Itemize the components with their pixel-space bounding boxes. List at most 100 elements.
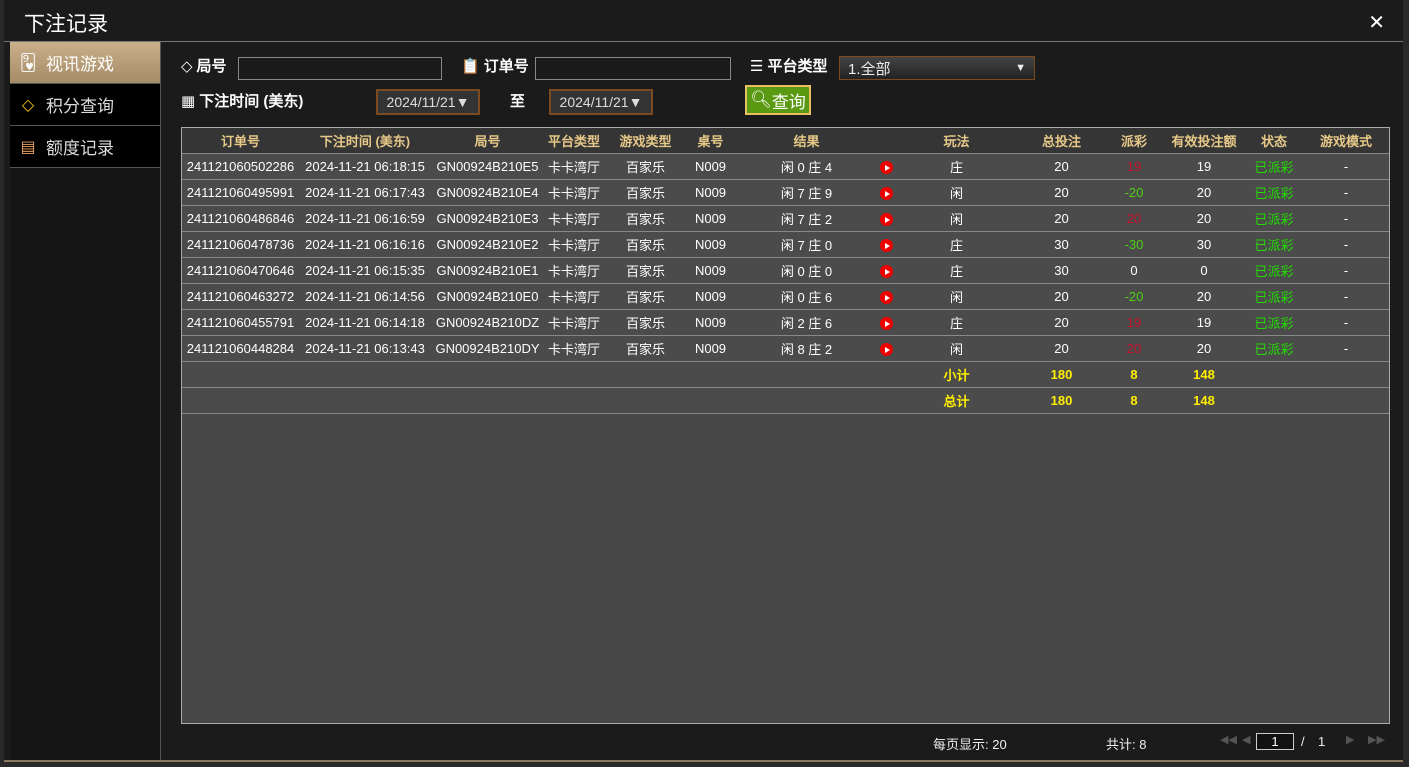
table-cell: 已派彩: [1254, 212, 1294, 227]
date-from-picker[interactable]: 2024/11/21▼: [376, 89, 480, 115]
close-icon[interactable]: ✕: [1368, 12, 1385, 34]
sidebar-item-live-games[interactable]: 🂹 视讯游戏: [10, 42, 160, 84]
table-cell: GN00924B210E1: [436, 263, 539, 278]
sidebar: 🂹 视讯游戏 ◇ 积分查询 ▤ 额度记录: [10, 42, 161, 760]
table-cell: -: [1343, 185, 1349, 200]
order-number: 241121060478736: [186, 237, 295, 252]
document-icon: ▤: [20, 138, 36, 156]
table-cell: 庄: [949, 160, 963, 175]
table-cell: 2024-11-21 06:14:56: [305, 289, 425, 304]
time-label: ▦ 下注时间 (美东): [181, 92, 304, 111]
table-row: 241121060478736 2024-11-21 06:16:16 GN0092…: [182, 232, 1389, 258]
table-cell: 已派彩: [1254, 316, 1294, 331]
page-count: 1: [1318, 734, 1326, 749]
order-number: 241121060448284: [186, 341, 295, 356]
page-separator: /: [1301, 734, 1305, 749]
table-cell: 百家乐: [625, 316, 665, 331]
play-video-icon[interactable]: [880, 213, 893, 227]
prev-page-icon[interactable]: ◀: [1242, 734, 1251, 746]
play-video-icon[interactable]: [880, 265, 893, 279]
sidebar-item-points[interactable]: ◇ 积分查询: [10, 84, 160, 126]
table-cell: 百家乐: [625, 212, 665, 227]
table-cell: N009: [694, 211, 727, 226]
table-cell: -: [1343, 315, 1349, 330]
next-page-icon[interactable]: ▶: [1346, 734, 1355, 746]
table-cell: -20: [1124, 289, 1144, 304]
order-input[interactable]: [535, 57, 731, 80]
total-count: 共计: 8: [1106, 737, 1147, 752]
column-header: 玩法: [943, 134, 970, 149]
table-row: 241121060463272 2024-11-21 06:14:56 GN0092…: [182, 284, 1389, 310]
play-video-icon[interactable]: [880, 291, 893, 305]
play-video-icon[interactable]: [880, 317, 893, 331]
table-cell: 闲: [949, 290, 963, 305]
table-cell: GN00924B210E2: [436, 237, 539, 252]
table-cell: 0: [1200, 263, 1208, 278]
tag-icon: ◇: [181, 57, 193, 75]
last-page-icon[interactable]: ▶▶: [1368, 734, 1385, 746]
first-page-icon[interactable]: ◀◀: [1220, 734, 1237, 746]
table-cell: GN00924B210E0: [436, 289, 539, 304]
page-input[interactable]: [1256, 733, 1294, 750]
table-cell: 闲: [949, 342, 963, 357]
subtotal-row: 小计 180 8 148: [182, 362, 1389, 388]
table-cell: 已派彩: [1254, 342, 1294, 357]
column-header: 状态: [1260, 134, 1287, 149]
table-cell: 20: [1054, 185, 1069, 200]
table-row: 241121060448284 2024-11-21 06:13:43 GN0092…: [182, 336, 1389, 362]
play-video-icon[interactable]: [880, 239, 893, 253]
total-row: 总计 180 8 148: [182, 388, 1389, 414]
table-cell: 19: [1126, 315, 1142, 330]
query-button[interactable]: 🔍︎ 查询: [745, 85, 811, 115]
table-cell: GN00924B210E5: [436, 159, 539, 174]
table-cell: 2024-11-21 06:14:18: [305, 315, 425, 330]
table-cell: 2024-11-21 06:16:59: [305, 211, 425, 226]
table-cell: 庄: [949, 316, 963, 331]
table-cell: 19: [1196, 315, 1212, 330]
dialog-title: 下注记录: [24, 13, 108, 36]
table-cell: 2024-11-21 06:13:43: [305, 341, 425, 356]
table-cell: 20: [1054, 211, 1069, 226]
table-row: 241121060495991 2024-11-21 06:17:43 GN0092…: [182, 180, 1389, 206]
table-row: 241121060470646 2024-11-21 06:15:35 GN0092…: [182, 258, 1389, 284]
order-number: 241121060455791: [186, 315, 295, 330]
column-header: 平台类型: [547, 134, 600, 149]
table-cell: 闲: [949, 186, 963, 201]
column-header: 有效投注额: [1171, 134, 1237, 149]
table-cell: 闲 7 庄 9: [780, 186, 833, 201]
table-cell: 总计: [943, 394, 970, 409]
table-cell: N009: [694, 315, 727, 330]
sidebar-item-label: 视讯游戏: [46, 55, 114, 74]
sidebar-item-label: 额度记录: [46, 139, 114, 158]
platform-select[interactable]: 1.全部 ▼: [839, 56, 1035, 80]
round-input[interactable]: [238, 57, 442, 80]
table-cell: 148: [1193, 367, 1215, 382]
replay-cell: [879, 289, 894, 305]
table-cell: 小计: [943, 368, 970, 383]
table-cell: 19: [1126, 159, 1142, 174]
play-video-icon[interactable]: [880, 187, 893, 201]
calendar-icon: ▦: [181, 92, 196, 110]
table-cell: 20: [1054, 341, 1069, 356]
sidebar-item-credit[interactable]: ▤ 额度记录: [10, 126, 160, 168]
replay-cell: [879, 263, 894, 279]
column-header: 订单号: [220, 134, 260, 149]
table-cell: GN00924B210E4: [436, 185, 539, 200]
table-cell: 2024-11-21 06:17:43: [305, 185, 425, 200]
table-cell: 闲 0 庄 6: [780, 290, 833, 305]
table-cell: 闲 0 庄 4: [780, 160, 833, 175]
round-label: ◇ 局号: [181, 57, 227, 76]
table-cell: 8: [1130, 367, 1138, 382]
play-video-icon[interactable]: [880, 161, 893, 175]
to-label: 至: [510, 93, 526, 110]
table-cell: 已派彩: [1254, 264, 1294, 279]
table-cell: 卡卡湾厅: [547, 186, 600, 201]
date-to-picker[interactable]: 2024/11/21▼: [549, 89, 653, 115]
table-cell: 20: [1196, 185, 1212, 200]
chevron-down-icon: ▼: [1015, 62, 1026, 74]
table-cell: 2024-11-21 06:18:15: [305, 159, 425, 174]
table-cell: 2024-11-21 06:16:16: [305, 237, 425, 252]
table-cell: 庄: [949, 238, 963, 253]
bet-table: 订单号 下注时间 (美东) 局号 平台类型 游戏类型 桌号 结果 玩法 总投注 派彩 有效投注额 状态…: [181, 127, 1390, 724]
play-video-icon[interactable]: [880, 343, 893, 357]
